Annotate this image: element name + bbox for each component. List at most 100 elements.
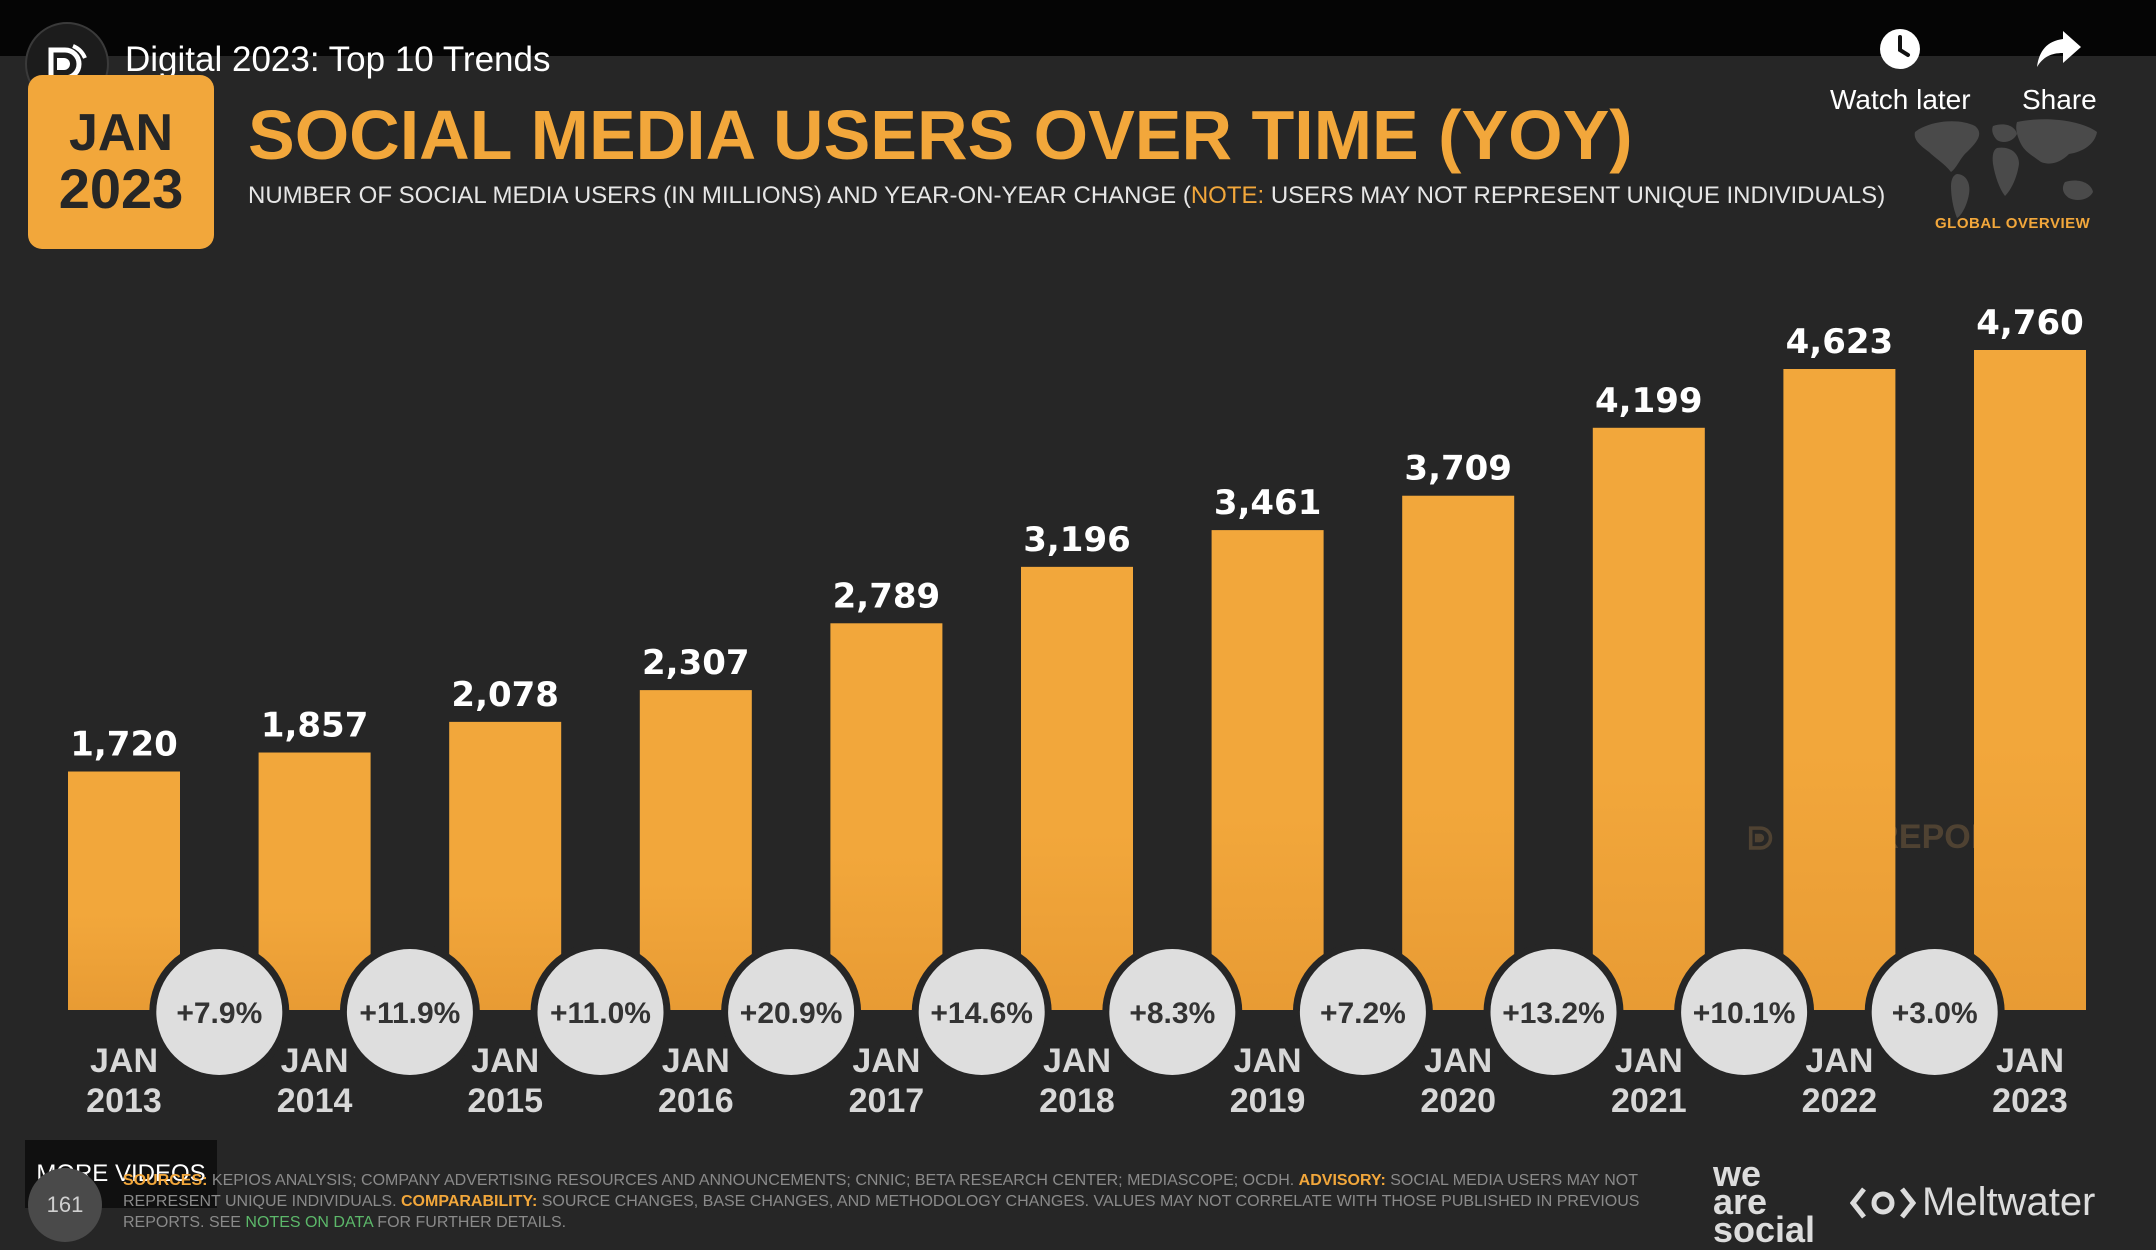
x-tick-month: JAN: [1805, 1042, 1873, 1080]
yoy-change-label: +11.9%: [359, 997, 460, 1030]
we-are-social-word: social: [1713, 1209, 1816, 1250]
bar-value-label: 4,760: [1976, 303, 2084, 343]
x-tick-month: JAN: [1234, 1042, 1302, 1080]
share-button[interactable]: Share: [2022, 24, 2097, 116]
video-title[interactable]: Digital 2023: Top 10 Trends: [125, 40, 551, 79]
yoy-bubble: [1871, 949, 1998, 1075]
x-tick-year: 2014: [277, 1082, 353, 1120]
clock-icon: [1880, 29, 1921, 69]
yoy-bubble: [1299, 949, 1426, 1075]
yoy-change-label: +14.6%: [930, 997, 1033, 1030]
x-tick-month: JAN: [852, 1042, 920, 1080]
yoy-bubble: [1681, 949, 1808, 1075]
x-tick-year: 2021: [1611, 1082, 1687, 1120]
x-tick-year: 2015: [467, 1082, 543, 1120]
comparability-text: SOURCE CHANGES, BASE CHANGES, AND METHOD…: [123, 1193, 1640, 1231]
yoy-bubble: [1109, 949, 1236, 1075]
date-badge: JAN 2023: [28, 75, 214, 249]
advisory-label: ADVISORY:: [1298, 1172, 1386, 1189]
badge-year: 2023: [58, 156, 184, 220]
bar: [1211, 530, 1324, 1010]
notes-on-data-link[interactable]: NOTES ON DATA: [245, 1214, 373, 1231]
bar-value-label: 2,307: [642, 643, 750, 683]
bar-value-label: 4,623: [1786, 322, 1894, 362]
world-map-icon: [1905, 112, 2105, 222]
x-tick-year: 2017: [849, 1082, 925, 1120]
bar-value-label: 1,720: [70, 725, 178, 765]
bar: [68, 771, 180, 1010]
bar: [639, 690, 752, 1010]
we-are-social-logo: we are social: [1713, 1153, 1816, 1250]
x-tick-month: JAN: [1615, 1042, 1683, 1080]
bar: [449, 721, 562, 1010]
meltwater-text: Meltwater: [1922, 1180, 2096, 1224]
x-tick-year: 2018: [1039, 1082, 1115, 1120]
we-are-social-word: are: [1713, 1181, 1768, 1222]
chart-title: SOCIAL MEDIA USERS OVER TIME (YOY): [248, 96, 1633, 174]
x-tick-year: 2016: [658, 1082, 734, 1120]
yoy-change-label: +7.2%: [1320, 997, 1406, 1030]
bar: [830, 623, 943, 1010]
meltwater-logo: Meltwater: [1850, 1180, 2095, 1225]
yoy-change-label: +10.1%: [1693, 997, 1796, 1030]
meltwater-logo-icon: [1850, 1186, 1916, 1219]
bar: [1783, 368, 1896, 1010]
chart-subtitle: NUMBER OF SOCIAL MEDIA USERS (IN MILLION…: [248, 182, 1885, 210]
x-tick-month: JAN: [662, 1042, 730, 1080]
subtitle-text: NUMBER OF SOCIAL MEDIA USERS (IN MILLION…: [248, 182, 1191, 209]
x-tick-year: 2019: [1230, 1082, 1306, 1120]
x-tick-month: JAN: [1996, 1042, 2064, 1080]
x-tick-month: JAN: [1043, 1042, 1111, 1080]
bar-value-label: 3,196: [1023, 520, 1131, 560]
yoy-change-label: +8.3%: [1129, 997, 1215, 1030]
x-tick-month: JAN: [90, 1042, 158, 1080]
yoy-change-label: +13.2%: [1502, 997, 1605, 1030]
footer-sources: SOURCES: KEPIOS ANALYSIS; COMPANY ADVERT…: [123, 1170, 1678, 1233]
yoy-bubble: [537, 949, 664, 1075]
x-tick-year: 2023: [1992, 1082, 2068, 1120]
bar: [258, 752, 371, 1010]
x-tick-year: 2022: [1802, 1082, 1878, 1120]
x-tick-year: 2020: [1420, 1082, 1496, 1120]
bar-value-label: 3,709: [1404, 449, 1512, 489]
yoy-change-label: +7.9%: [176, 997, 262, 1030]
yoy-change-label: +11.0%: [550, 997, 651, 1030]
bar: [1592, 427, 1705, 1010]
yoy-bubble: [1490, 949, 1617, 1075]
watch-later-button[interactable]: Watch later: [1830, 24, 1971, 116]
badge-month: JAN: [68, 103, 174, 162]
bar: [1974, 350, 2086, 1010]
views-count: 161: [28, 1168, 102, 1242]
x-tick-year: 2013: [86, 1082, 162, 1120]
datareportal-watermark-icon: [1748, 825, 1773, 850]
yoy-change-label: +20.9%: [740, 997, 843, 1030]
bar-value-label: 2,078: [451, 675, 559, 715]
sources-label: SOURCES:: [123, 1172, 208, 1189]
yoy-bubble: [918, 949, 1045, 1075]
bar: [1021, 566, 1133, 1010]
global-overview-label: GLOBAL OVERVIEW: [1935, 215, 2091, 232]
subtitle-note: NOTE:: [1190, 182, 1265, 209]
advisory-text: SOCIAL MEDIA USERS MAY NOT REPRESENT UNI…: [123, 1172, 1638, 1210]
yoy-bubble: [346, 949, 473, 1075]
bar-value-label: 3,461: [1214, 483, 1322, 523]
x-tick-month: JAN: [281, 1042, 349, 1080]
x-tick-month: JAN: [1424, 1042, 1492, 1080]
share-arrow-icon: [2037, 31, 2082, 67]
yoy-change-label: +3.0%: [1892, 997, 1978, 1030]
bar-value-label: 2,789: [833, 576, 941, 616]
sources-text: KEPIOS ANALYSIS; COMPANY ADVERTISING RES…: [211, 1172, 1295, 1189]
we-are-social-word: we: [1713, 1153, 1762, 1194]
comparability-label: COMPARABILITY:: [401, 1193, 538, 1210]
video-top-bar: [0, 0, 2156, 56]
subtitle-text-end: USERS MAY NOT REPRESENT UNIQUE INDIVIDUA…: [1264, 182, 1886, 209]
x-tick-month: JAN: [471, 1042, 539, 1080]
watch-later-label: Watch later: [1830, 84, 1971, 115]
yoy-bubble: [156, 949, 283, 1075]
bar-value-label: 1,857: [261, 706, 369, 746]
yoy-bubble: [728, 949, 855, 1075]
bar-value-label: 4,199: [1595, 381, 1703, 421]
footer-tail: FOR FURTHER DETAILS.: [377, 1214, 567, 1231]
bar: [1402, 495, 1515, 1010]
